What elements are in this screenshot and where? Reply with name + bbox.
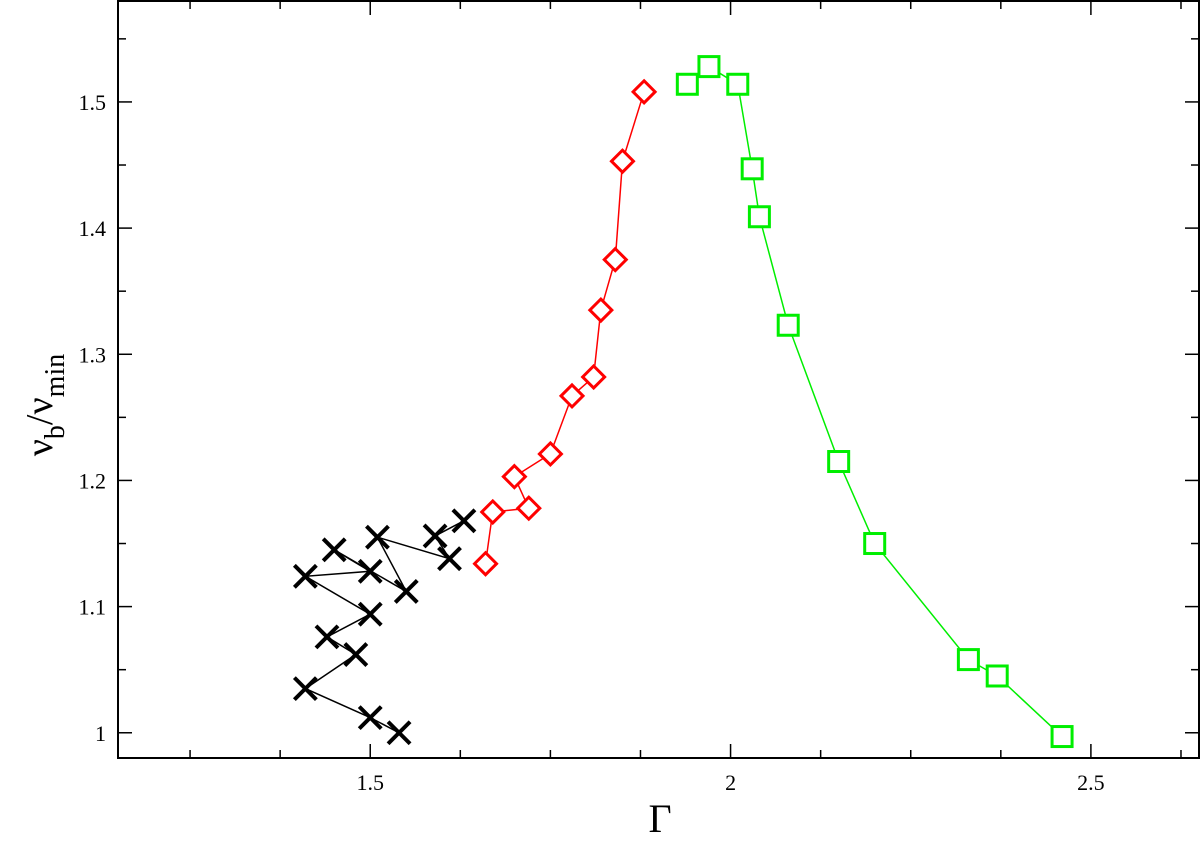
data-point bbox=[501, 463, 528, 490]
series-diamond bbox=[472, 78, 658, 577]
data-point bbox=[985, 664, 1009, 688]
axis-ticks: 1.5 2 2.5 1 1.1 1.2 1.3 1.4 1.5 bbox=[79, 1, 1199, 795]
data-point bbox=[357, 601, 383, 627]
data-point bbox=[1050, 725, 1074, 749]
data-point bbox=[675, 72, 699, 96]
data-point bbox=[357, 558, 383, 584]
data-point bbox=[515, 495, 542, 522]
data-point bbox=[314, 624, 340, 650]
data-point bbox=[580, 363, 607, 391]
y-tick-label: 1.4 bbox=[79, 216, 107, 241]
y-tick-label: 1.3 bbox=[79, 342, 107, 367]
data-point bbox=[386, 720, 412, 746]
data-point bbox=[776, 313, 800, 337]
data-point bbox=[558, 382, 586, 410]
data-point bbox=[747, 205, 771, 229]
data-point bbox=[292, 676, 318, 702]
x-tick-label: 2.5 bbox=[1077, 770, 1105, 795]
data-point bbox=[437, 546, 462, 572]
data-point bbox=[321, 537, 347, 563]
y-axis-title-main: ν bbox=[19, 439, 61, 456]
data-point bbox=[726, 72, 750, 96]
y-axis-title-sub2: min bbox=[40, 354, 71, 398]
y-axis-title: νb/νmin bbox=[19, 354, 71, 457]
y-tick-label: 1 bbox=[95, 721, 106, 746]
y-tick-label: 1.1 bbox=[79, 595, 107, 620]
data-point bbox=[365, 524, 390, 550]
data-point bbox=[357, 705, 383, 731]
series-square bbox=[675, 55, 1074, 749]
y-axis-title-main2: ν bbox=[19, 397, 61, 414]
x-axis-title: Γ bbox=[648, 796, 671, 841]
y-tick-label: 1.5 bbox=[79, 90, 107, 115]
data-point bbox=[472, 550, 499, 577]
data-point bbox=[827, 450, 851, 474]
plot-frame bbox=[117, 0, 1200, 759]
y-axis-title-sep: / bbox=[19, 414, 61, 425]
series-layer bbox=[292, 55, 1074, 749]
data-point bbox=[587, 296, 614, 324]
data-point bbox=[422, 523, 448, 549]
data-point bbox=[609, 148, 636, 175]
data-point bbox=[393, 579, 419, 604]
data-point bbox=[630, 78, 658, 105]
data-point bbox=[697, 55, 721, 79]
data-point bbox=[343, 642, 369, 667]
data-point bbox=[292, 563, 318, 589]
series-x bbox=[292, 508, 477, 746]
data-point bbox=[479, 498, 506, 526]
data-point bbox=[537, 440, 564, 468]
x-tick-label: 1.5 bbox=[356, 770, 384, 795]
data-point bbox=[740, 157, 764, 181]
y-axis-title-sub1: b bbox=[40, 425, 71, 439]
data-point bbox=[863, 532, 887, 556]
x-tick-label: 2 bbox=[725, 770, 736, 795]
data-point bbox=[451, 508, 477, 534]
y-tick-label: 1.2 bbox=[79, 468, 107, 493]
data-point bbox=[602, 246, 629, 273]
data-point bbox=[956, 648, 980, 672]
